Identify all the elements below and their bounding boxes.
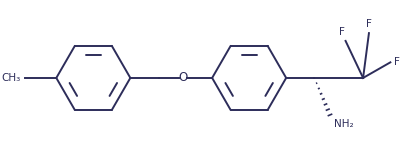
Text: CH₃: CH₃ (1, 73, 20, 83)
Text: F: F (339, 27, 345, 37)
Text: F: F (394, 57, 400, 67)
Text: NH₂: NH₂ (334, 119, 354, 129)
Text: F: F (366, 19, 372, 29)
Text: O: O (178, 71, 187, 84)
